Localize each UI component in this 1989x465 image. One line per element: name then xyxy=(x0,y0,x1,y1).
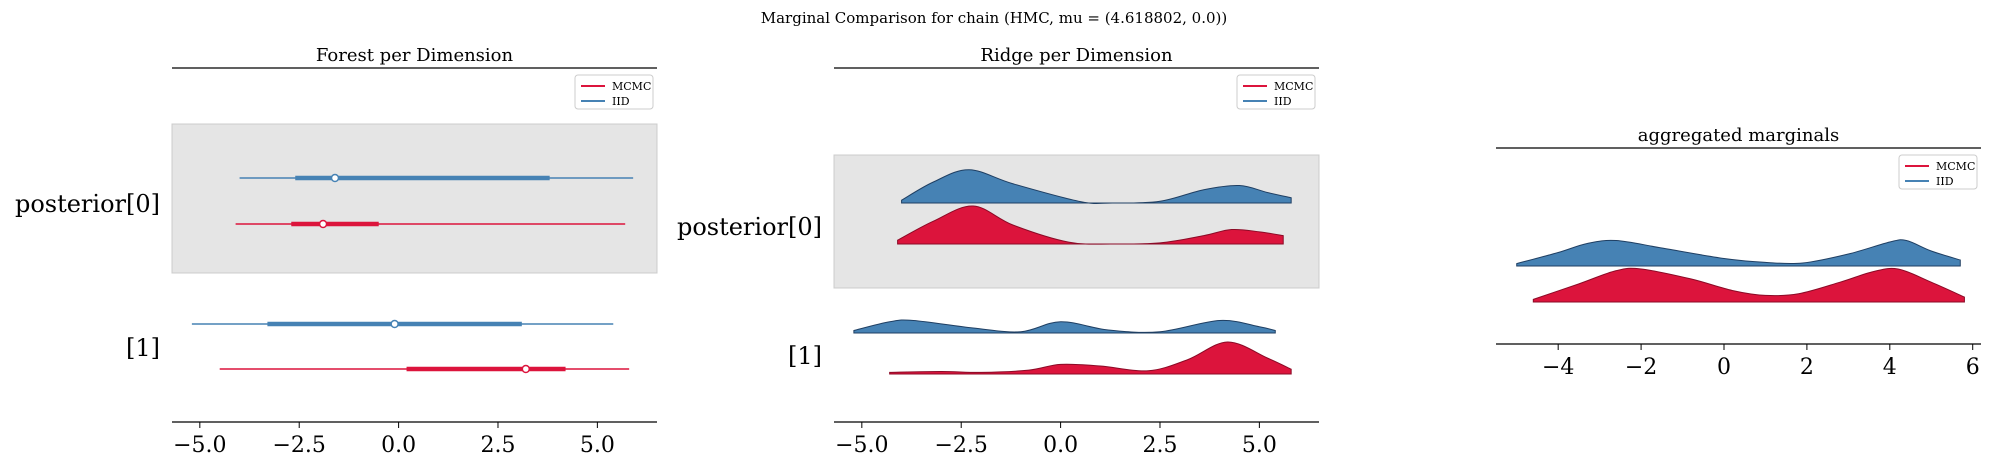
x-tick-label: −4 xyxy=(1542,355,1574,380)
x-tick-label: 4 xyxy=(1883,355,1897,380)
ridge-mcmc xyxy=(1532,267,1965,303)
legend-label-mcmc: MCMC xyxy=(612,80,651,93)
highlight-band xyxy=(171,123,658,274)
panel-title: Ridge per Dimension xyxy=(980,45,1173,66)
aggregated-panel: −4 −2 0 2 4 6 aggregated marginals MCMC IID xyxy=(1496,125,1981,380)
legend-label-iid: IID xyxy=(1274,95,1292,108)
x-tick-label: 0.0 xyxy=(381,433,416,458)
point-estimate-iid xyxy=(330,173,340,183)
point-estimate-iid xyxy=(390,319,399,329)
panel-title: aggregated marginals xyxy=(1638,125,1839,146)
x-tick-label: 0 xyxy=(1717,355,1731,380)
x-tick-label: −5.0 xyxy=(173,433,226,458)
x-tick-label: −5.0 xyxy=(835,433,888,458)
figure-suptitle: Marginal Comparison for chain (HMC, mu =… xyxy=(761,9,1227,27)
ridge-panel: −5.0 −2.5 0.0 2.5 5.0 Ridge per Dimension post… xyxy=(677,45,1320,458)
row-label: posterior[0] xyxy=(677,213,822,241)
row-label: [1] xyxy=(126,334,160,362)
panel-title: Forest per Dimension xyxy=(316,45,514,66)
x-tick-label: −2 xyxy=(1625,355,1657,380)
ridge-iid xyxy=(853,319,1276,334)
x-tick-label: 6 xyxy=(1966,355,1980,380)
highlight-band xyxy=(833,154,1320,289)
legend-label-mcmc: MCMC xyxy=(1936,160,1975,173)
x-tick-label: −2.5 xyxy=(273,433,326,458)
row-label: [1] xyxy=(788,342,822,370)
x-tick-label: 2 xyxy=(1800,355,1814,380)
x-tick-label: 0.0 xyxy=(1043,433,1078,458)
point-estimate-mcmc xyxy=(521,364,531,374)
legend-label-iid: IID xyxy=(612,95,630,108)
point-estimate-mcmc xyxy=(318,219,328,229)
x-tick-label: 5.0 xyxy=(580,433,615,458)
legend-label-iid: IID xyxy=(1936,175,1954,188)
ridge-mcmc xyxy=(897,205,1284,245)
x-tick-label: −2.5 xyxy=(935,433,988,458)
x-tick-label: 2.5 xyxy=(1142,433,1177,458)
x-tick-label: 2.5 xyxy=(480,433,515,458)
forest-panel: −5.0 −2.5 0.0 2.5 5.0 Forest per Dimension pos… xyxy=(15,45,658,458)
ridge-iid xyxy=(901,169,1292,205)
legend-label-mcmc: MCMC xyxy=(1274,80,1313,93)
ridge-mcmc xyxy=(889,341,1292,375)
row-label: posterior[0] xyxy=(15,190,160,218)
x-tick-label: 5.0 xyxy=(1242,433,1277,458)
ridge-iid xyxy=(1516,239,1961,267)
